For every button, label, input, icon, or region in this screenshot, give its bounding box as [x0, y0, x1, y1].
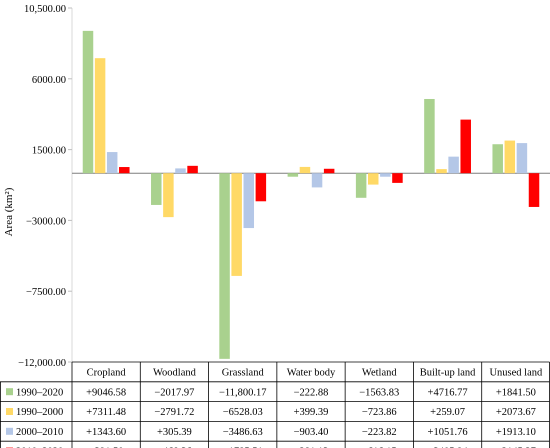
y-tick-label: −7500.00: [26, 287, 66, 298]
y-tick-label: −12,000.00: [18, 358, 66, 369]
category-label: Grassland: [222, 368, 265, 379]
data-label: −6528.03: [223, 407, 263, 418]
bar: [299, 166, 311, 174]
bar: [94, 58, 106, 174]
data-label: −1563.83: [359, 387, 399, 398]
category-label: Unused land: [489, 368, 543, 379]
data-label: +9046.58: [86, 387, 126, 398]
bar: [82, 30, 94, 174]
data-label: −223.82: [362, 427, 397, 438]
bar: [323, 168, 335, 174]
category-label: Cropland: [87, 368, 127, 379]
legend-swatch: [6, 388, 13, 396]
bar: [516, 143, 528, 174]
category-label: Built-up land: [420, 368, 476, 379]
data-label: +259.07: [430, 407, 465, 418]
data-label: +1051.76: [428, 427, 468, 438]
data-label: −11,800.17: [219, 387, 267, 398]
legend-swatch: [6, 427, 13, 435]
y-tick-label: −3000.00: [26, 216, 66, 227]
data-table: Cropland Woodland Grassland Water body Wetla…: [0, 361, 550, 448]
data-label: −2017.97: [154, 387, 194, 398]
bar: [392, 173, 403, 183]
bar: [311, 173, 323, 188]
legend-label: 2010–2020: [16, 447, 63, 448]
legend-label: 2000–2010: [16, 427, 63, 438]
bar: [106, 152, 118, 174]
data-label: +3405.94: [428, 447, 469, 448]
legend-label: 1990–2000: [16, 407, 63, 418]
data-label: −903.40: [294, 427, 329, 438]
bar: [255, 173, 267, 202]
bar: [187, 165, 198, 174]
data-label: +4716.77: [428, 387, 468, 398]
data-label: −1785.51: [223, 447, 263, 448]
bar: [163, 173, 174, 218]
bar: [119, 167, 130, 174]
legend-label: 1990–2020: [16, 387, 63, 398]
y-tick-label: 10,500.00: [24, 4, 66, 15]
y-tick-label: 1500.00: [32, 146, 66, 157]
category-label: Wetland: [362, 368, 397, 379]
bar: [175, 168, 186, 174]
data-label: −3486.63: [223, 427, 263, 438]
data-label: −2145.27: [496, 447, 536, 448]
bar: [424, 98, 435, 174]
data-label: −2791.72: [154, 407, 194, 418]
data-label: +2073.67: [496, 407, 536, 418]
bar: [367, 173, 379, 185]
y-tick-label: 6000.00: [32, 75, 66, 86]
data-label: +305.39: [157, 427, 192, 438]
bar: [448, 156, 459, 174]
data-label: −723.86: [362, 407, 397, 418]
y-axis-title: Area (km²): [3, 187, 15, 236]
data-label: +1913.10: [496, 427, 536, 438]
bar: [243, 173, 255, 229]
data-label: +391.50: [89, 447, 124, 448]
bar: [355, 173, 367, 198]
bar: [287, 173, 299, 177]
data-label: −222.88: [294, 387, 329, 398]
data-label: +7311.48: [86, 407, 126, 418]
bar: [436, 169, 447, 174]
data-label: +1841.50: [496, 387, 536, 398]
bar: [231, 173, 242, 276]
data-label: +468.36: [157, 447, 192, 448]
bar: [460, 119, 471, 174]
data-label: −616.15: [362, 447, 397, 448]
data-label: +281.13: [294, 447, 329, 448]
data-label: +399.39: [294, 407, 329, 418]
legend-swatch: [6, 408, 13, 415]
bar: [492, 144, 503, 174]
bar: [380, 173, 391, 177]
bars: [82, 30, 540, 359]
category-label: Water body: [287, 368, 336, 379]
category-label: Woodland: [153, 368, 197, 379]
bar: [219, 173, 230, 359]
data-label: +1343.60: [86, 427, 126, 438]
bar: [504, 140, 516, 174]
bar: [151, 173, 162, 205]
bar: [528, 173, 540, 207]
